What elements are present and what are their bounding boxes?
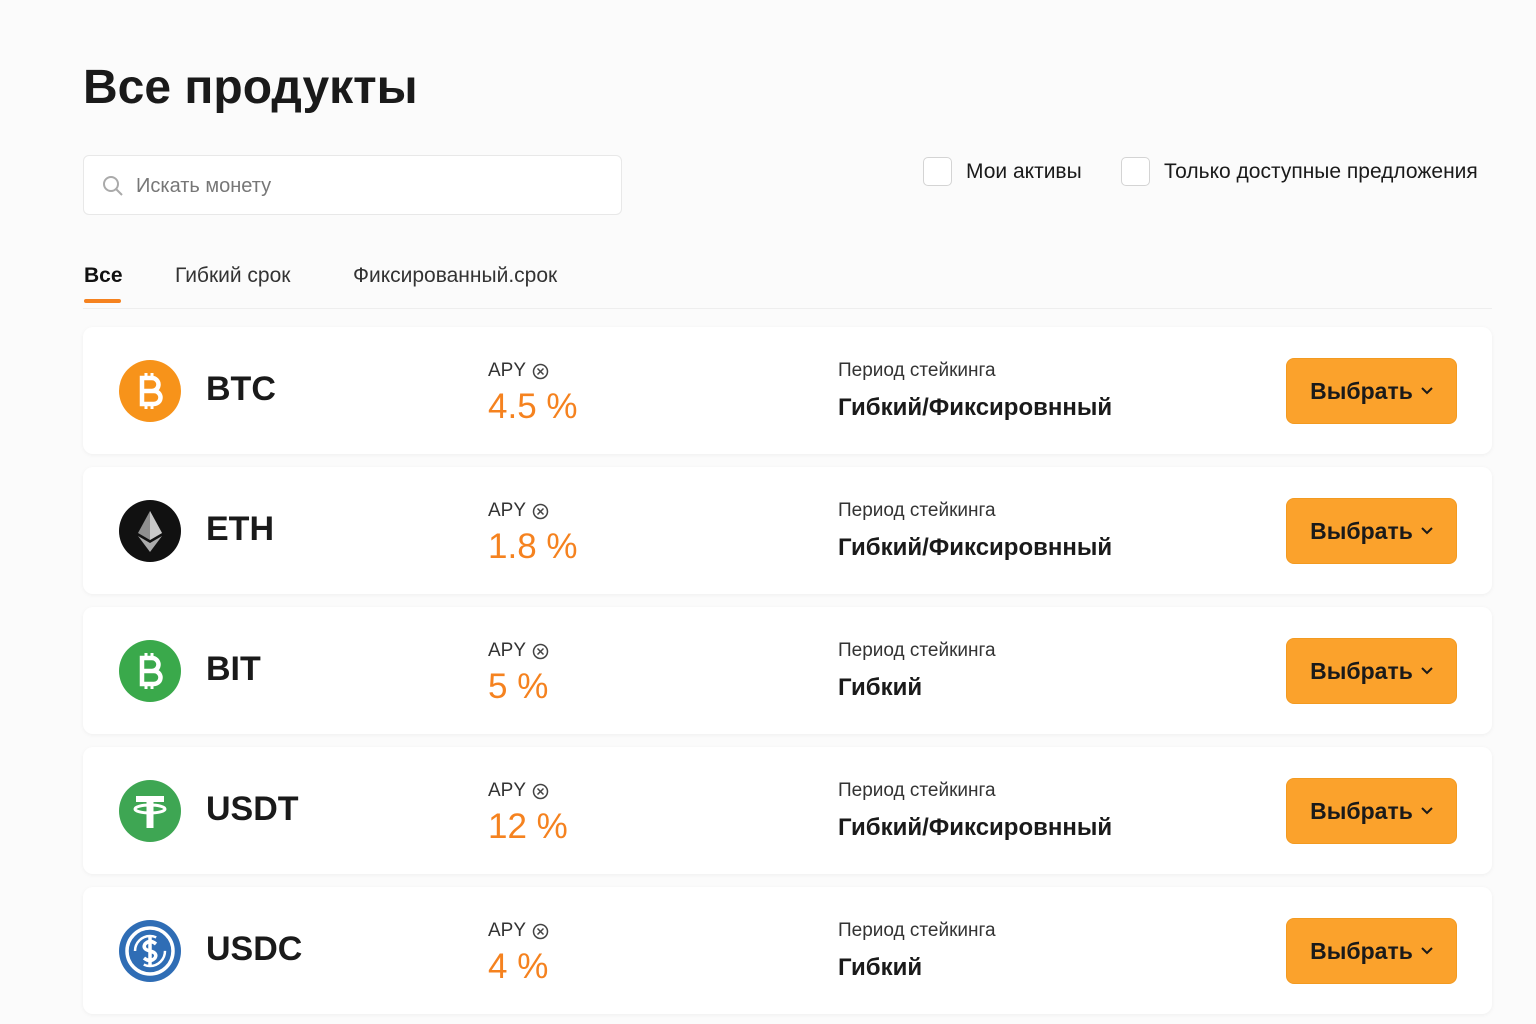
select-button[interactable]: Выбрать xyxy=(1286,358,1457,424)
chevron-icon xyxy=(1421,527,1433,535)
period-value: Гибкий xyxy=(838,954,923,981)
apy-label: APY xyxy=(488,500,527,521)
period-label: Период стейкинга xyxy=(838,780,996,801)
search-placeholder: Искать монету xyxy=(136,175,272,197)
info-icon[interactable] xyxy=(532,503,549,520)
period-value: Гибкий/Фиксировнный xyxy=(838,814,1113,841)
page-title: Все продукты xyxy=(83,61,418,114)
product-card: ETH APY 1.8 % Период стейкинга Гибкий/Фиксир… xyxy=(83,467,1492,594)
period-label: Период стейкинга xyxy=(838,640,996,661)
tab[interactable]: Гибкий срок xyxy=(175,264,291,287)
coin-icon xyxy=(119,780,181,842)
apy-header: APY xyxy=(488,360,549,382)
apy-label: APY xyxy=(488,780,527,801)
tab[interactable]: Все xyxy=(84,264,123,287)
apy-value: 4 % xyxy=(488,947,549,986)
button-label: Выбрать xyxy=(1310,377,1413,404)
apy-value: 1.8 % xyxy=(488,527,578,566)
apy-label: APY xyxy=(488,920,527,941)
button-label: Выбрать xyxy=(1310,517,1413,544)
product-card: USDC APY 4 % Период стейкинга Гибкий Выбрать xyxy=(83,887,1492,1014)
filter-label: Только доступные предложения xyxy=(1164,159,1478,183)
tab[interactable]: Фиксированный.срок xyxy=(353,264,558,287)
button-label: Выбрать xyxy=(1310,937,1413,964)
select-button[interactable]: Выбрать xyxy=(1286,498,1457,564)
period-value: Гибкий/Фиксировнный xyxy=(838,534,1113,561)
select-button[interactable]: Выбрать xyxy=(1286,778,1457,844)
info-icon[interactable] xyxy=(532,643,549,660)
coin-name: ETH xyxy=(206,510,274,548)
filter-label: Мои активы xyxy=(966,159,1082,183)
apy-header: APY xyxy=(488,780,549,802)
select-button[interactable]: Выбрать xyxy=(1286,638,1457,704)
tab-divider xyxy=(83,308,1492,309)
info-icon[interactable] xyxy=(532,783,549,800)
apy-header: APY xyxy=(488,640,549,662)
chevron-icon xyxy=(1421,807,1433,815)
coin-name: USDC xyxy=(206,930,303,968)
search-input[interactable]: Искать монету xyxy=(83,155,622,215)
coin-name: BTC xyxy=(206,370,276,408)
apy-header: APY xyxy=(488,920,549,942)
apy-value: 4.5 % xyxy=(488,387,578,426)
apy-value: 12 % xyxy=(488,807,568,846)
apy-header: APY xyxy=(488,500,549,522)
info-icon[interactable] xyxy=(532,363,549,380)
coin-name: BIT xyxy=(206,650,261,688)
apy-label: APY xyxy=(488,640,527,661)
product-card: BIT APY 5 % Период стейкинга Гибкий Выбрать xyxy=(83,607,1492,734)
search-icon xyxy=(103,176,123,196)
product-card: BTC APY 4.5 % Период стейкинга Гибкий/Фиксир… xyxy=(83,327,1492,454)
info-icon[interactable] xyxy=(532,923,549,940)
coin-icon xyxy=(119,640,181,702)
coin-name: USDT xyxy=(206,790,299,828)
period-value: Гибкий/Фиксировнный xyxy=(838,394,1113,421)
chevron-icon xyxy=(1421,947,1433,955)
apy-label: APY xyxy=(488,360,527,381)
period-label: Период стейкинга xyxy=(838,500,996,521)
filter-checkbox[interactable]: Мои активы xyxy=(923,157,1082,186)
coin-icon xyxy=(119,500,181,562)
period-value: Гибкий xyxy=(838,674,923,701)
coin-icon xyxy=(119,360,181,422)
period-label: Период стейкинга xyxy=(838,920,996,941)
chevron-icon xyxy=(1421,667,1433,675)
checkbox[interactable] xyxy=(1121,157,1150,186)
filter-checkbox[interactable]: Только доступные предложения xyxy=(1121,157,1478,186)
button-label: Выбрать xyxy=(1310,657,1413,684)
product-card: USDT APY 12 % Период стейкинга Гибкий/Фиксир… xyxy=(83,747,1492,874)
apy-value: 5 % xyxy=(488,667,549,706)
button-label: Выбрать xyxy=(1310,797,1413,824)
coin-icon xyxy=(119,920,181,982)
tab-underline xyxy=(84,299,121,303)
select-button[interactable]: Выбрать xyxy=(1286,918,1457,984)
period-label: Период стейкинга xyxy=(838,360,996,381)
checkbox[interactable] xyxy=(923,157,952,186)
chevron-icon xyxy=(1421,387,1433,395)
